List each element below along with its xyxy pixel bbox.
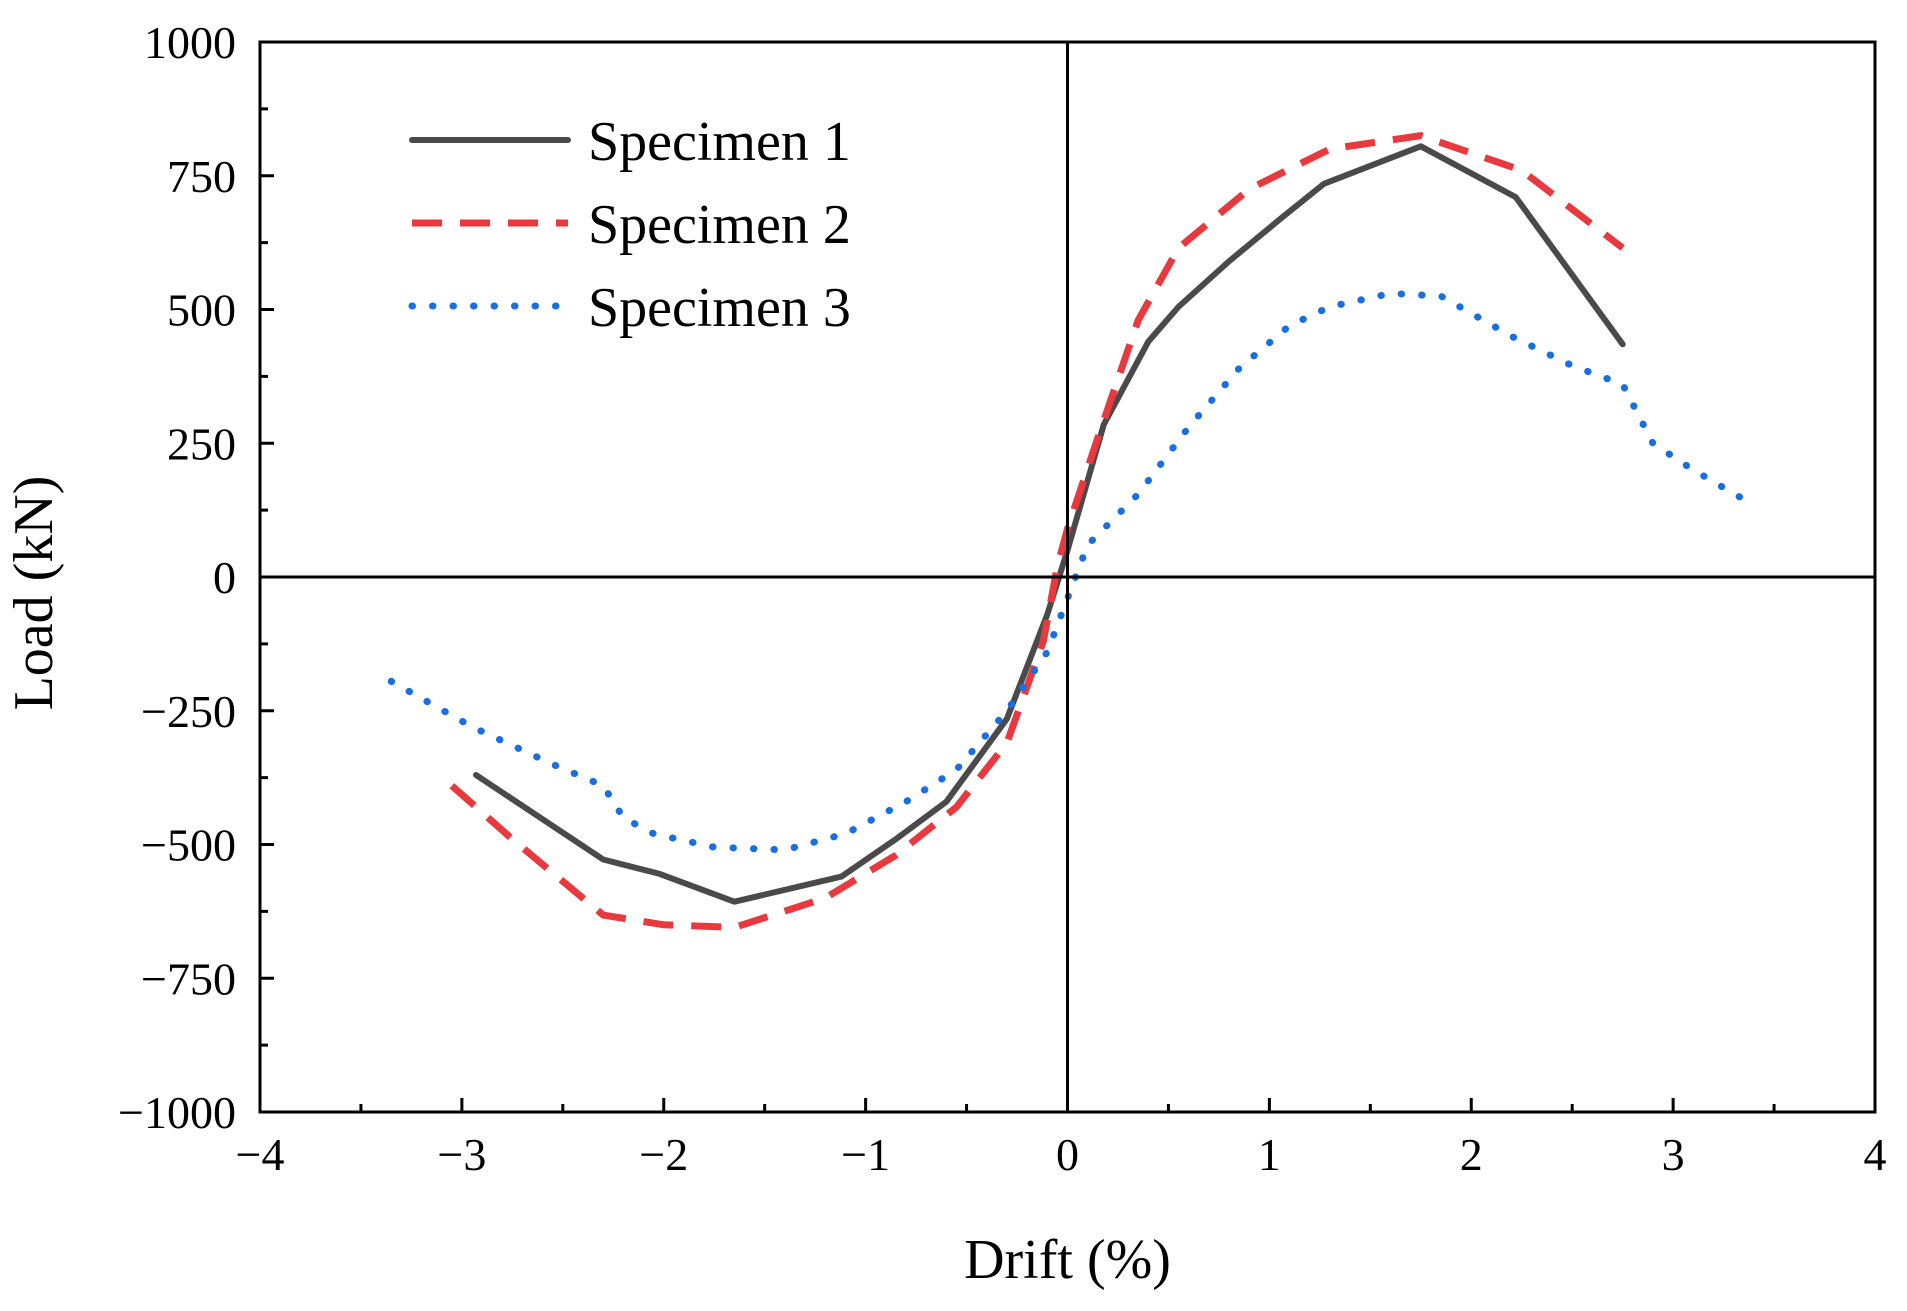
legend: Specimen 1 Specimen 2 Specimen 3 (408, 111, 851, 339)
y-axis-ticks: −1000 −750 −500 −250 0 250 500 750 1000 (118, 17, 274, 1138)
y-tick-label: 500 (167, 285, 236, 336)
x-tick-label: −4 (236, 1129, 285, 1180)
x-tick-label: 4 (1864, 1129, 1887, 1180)
series-line-specimen-2 (449, 132, 1625, 931)
legend-label-specimen-1: Specimen 1 (588, 111, 851, 173)
y-tick-label: 1000 (144, 17, 236, 68)
x-tick-label: 2 (1460, 1129, 1483, 1180)
y-tick-label: 250 (167, 418, 236, 469)
x-tick-label: 1 (1258, 1129, 1281, 1180)
plot-area: −4 −3 −2 −1 0 1 2 3 4 −1000 −750 −500 −250 0 250 500 75… (118, 17, 1886, 1180)
y-axis-title: Load (kN) (3, 476, 65, 711)
y-tick-label: −750 (141, 953, 236, 1004)
x-tick-label: −2 (639, 1129, 688, 1180)
x-tick-label: −3 (437, 1129, 486, 1180)
y-tick-label: −500 (141, 820, 236, 871)
legend-label-specimen-2: Specimen 2 (588, 194, 851, 256)
legend-label-specimen-3: Specimen 3 (588, 277, 851, 339)
x-tick-label: −1 (841, 1129, 890, 1180)
x-tick-label: 3 (1662, 1129, 1685, 1180)
x-axis-ticks: −4 −3 −2 −1 0 1 2 3 4 (236, 1098, 1887, 1180)
x-axis-title: Drift (%) (964, 1229, 1171, 1291)
x-tick-label: 0 (1056, 1129, 1079, 1180)
y-tick-label: −1000 (118, 1087, 236, 1138)
y-tick-label: 750 (167, 151, 236, 202)
y-tick-label: −250 (141, 686, 236, 737)
y-tick-label: 0 (213, 552, 236, 603)
